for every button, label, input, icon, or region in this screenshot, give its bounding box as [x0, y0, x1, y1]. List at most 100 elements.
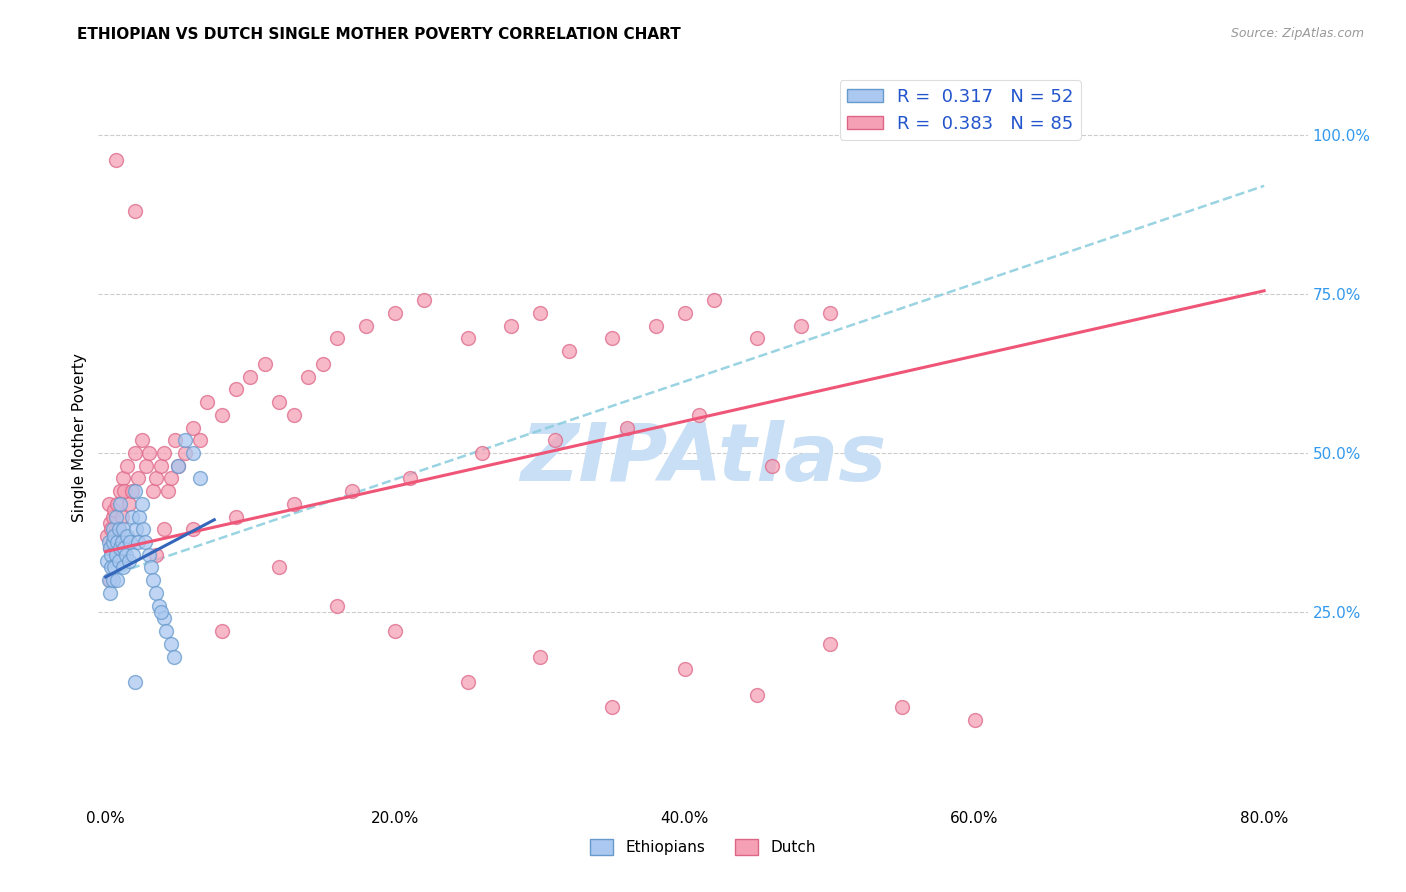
Point [98, 586, 121, 600]
Point [117, 529, 139, 543]
Point [159, 637, 181, 651]
Point [103, 560, 125, 574]
Legend: Ethiopians, Dutch: Ethiopians, Dutch [583, 833, 823, 861]
Point [108, 541, 131, 556]
Point [115, 548, 138, 562]
Point [152, 446, 174, 460]
Point [124, 446, 146, 460]
Point [138, 548, 160, 562]
Point [101, 535, 124, 549]
Point [673, 306, 696, 320]
Point [283, 408, 305, 422]
Point [134, 535, 156, 549]
Point [107, 522, 129, 536]
Point [501, 318, 523, 333]
Point [398, 471, 420, 485]
Point [98, 516, 121, 530]
Text: ZIPAtlas: ZIPAtlas [520, 420, 886, 498]
Point [108, 497, 131, 511]
Point [761, 458, 783, 473]
Text: Source: ZipAtlas.com: Source: ZipAtlas.com [1230, 27, 1364, 40]
Point [105, 573, 128, 587]
Point [127, 535, 149, 549]
Point [148, 599, 170, 613]
Point [673, 662, 696, 676]
Point [101, 509, 124, 524]
Point [156, 484, 179, 499]
Point [616, 420, 638, 434]
Point [142, 484, 165, 499]
Point [326, 599, 349, 613]
Point [529, 649, 551, 664]
Point [149, 458, 172, 473]
Point [98, 541, 121, 556]
Point [132, 522, 155, 536]
Point [163, 649, 186, 664]
Point [688, 408, 710, 422]
Point [165, 434, 187, 448]
Point [747, 688, 769, 702]
Point [645, 318, 668, 333]
Point [107, 554, 129, 568]
Point [124, 675, 146, 690]
Point [269, 395, 291, 409]
Point [120, 535, 142, 549]
Point [98, 541, 121, 556]
Point [101, 535, 124, 549]
Point [103, 503, 125, 517]
Point [121, 509, 143, 524]
Point [269, 560, 291, 574]
Point [149, 605, 172, 619]
Point [602, 700, 624, 714]
Point [124, 204, 146, 219]
Point [112, 560, 135, 574]
Point [145, 471, 167, 485]
Point [529, 306, 551, 320]
Point [167, 458, 190, 473]
Point [312, 357, 335, 371]
Point [105, 497, 128, 511]
Point [110, 535, 132, 549]
Point [384, 624, 406, 638]
Point [384, 306, 406, 320]
Text: ETHIOPIAN VS DUTCH SINGLE MOTHER POVERTY CORRELATION CHART: ETHIOPIAN VS DUTCH SINGLE MOTHER POVERTY… [77, 27, 681, 42]
Point [131, 434, 153, 448]
Point [297, 369, 319, 384]
Point [167, 458, 190, 473]
Point [138, 446, 160, 460]
Point [105, 535, 128, 549]
Point [97, 535, 120, 549]
Point [225, 383, 247, 397]
Point [104, 509, 127, 524]
Point [98, 573, 121, 587]
Point [104, 548, 127, 562]
Point [602, 331, 624, 345]
Point [155, 624, 177, 638]
Point [117, 458, 139, 473]
Point [101, 573, 124, 587]
Point [558, 344, 581, 359]
Point [118, 554, 141, 568]
Point [112, 471, 135, 485]
Y-axis label: Single Mother Poverty: Single Mother Poverty [72, 352, 87, 522]
Point [188, 471, 211, 485]
Point [543, 434, 565, 448]
Point [195, 395, 218, 409]
Point [326, 331, 349, 345]
Point [188, 434, 211, 448]
Point [112, 522, 135, 536]
Point [703, 293, 725, 308]
Point [127, 471, 149, 485]
Point [818, 637, 841, 651]
Point [121, 484, 143, 499]
Point [818, 306, 841, 320]
Point [211, 624, 233, 638]
Point [108, 484, 131, 499]
Point [457, 331, 479, 345]
Point [125, 522, 148, 536]
Point [963, 713, 986, 727]
Point [114, 484, 136, 499]
Point [131, 497, 153, 511]
Point [103, 529, 125, 543]
Point [152, 611, 174, 625]
